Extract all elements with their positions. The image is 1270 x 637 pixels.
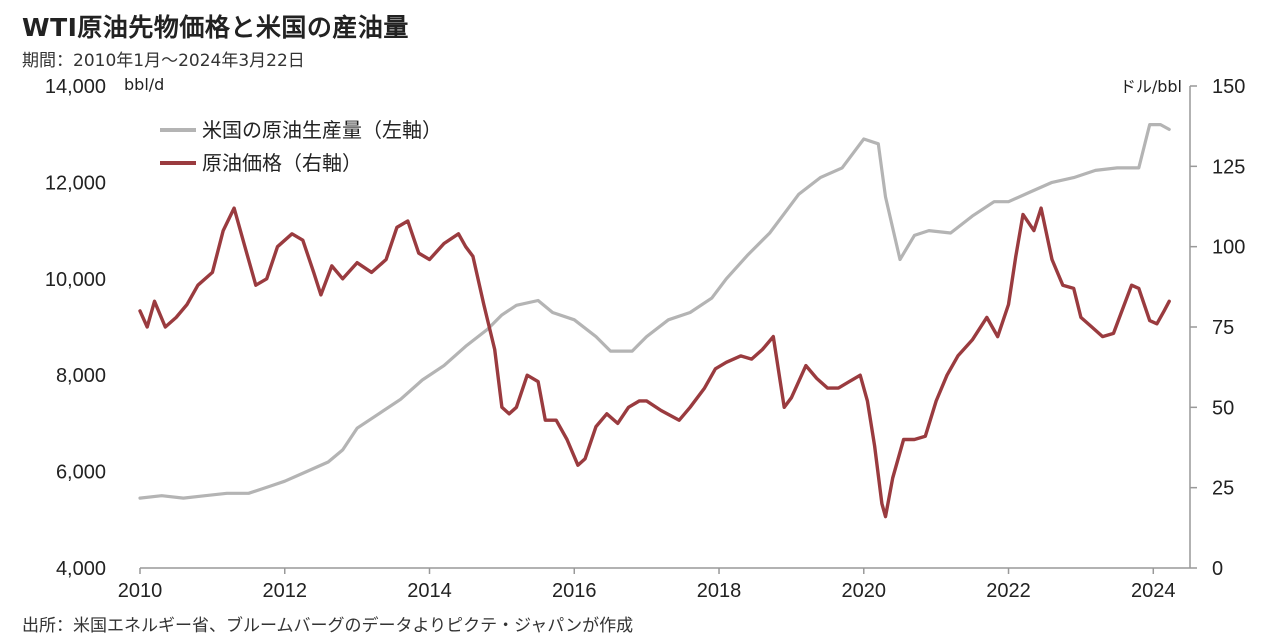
x-tick-label: 2016: [552, 580, 597, 602]
left-tick-label: 14,000: [45, 76, 106, 98]
x-tick-label: 2020: [842, 580, 887, 602]
left-tick-label: 8,000: [56, 365, 106, 387]
legend-label: 米国の原油生産量（左軸）: [202, 118, 442, 142]
chart-title: WTI原油先物価格と米国の産油量: [22, 13, 409, 42]
chart-period: 期間：2010年1月〜2024年3月22日: [22, 51, 305, 71]
price-line: [138, 206, 1171, 519]
right-tick-label: 125: [1212, 156, 1245, 178]
x-tick-label: 2024: [1131, 580, 1176, 602]
series-layer: [138, 122, 1171, 519]
right-tick-label: 25: [1212, 478, 1234, 500]
right-tick-label: 100: [1212, 237, 1245, 259]
right-axis: 0 25 50 75 100 125 150: [1189, 76, 1245, 580]
left-tick-label: 10,000: [45, 269, 106, 291]
right-tick-label: 0: [1212, 558, 1223, 580]
legend-label: 原油価格（右軸）: [202, 151, 362, 175]
right-axis-unit: ドル/bbl: [1120, 77, 1182, 96]
right-tick-label: 75: [1212, 317, 1234, 339]
chart-canvas: 4,000 6,000 8,000 10,000 12,000 14,000 0 25 50 7…: [45, 75, 1246, 602]
x-tick-label: 2018: [697, 580, 742, 602]
production-line: [138, 122, 1171, 500]
left-tick-label: 12,000: [45, 172, 106, 194]
source-note: 出所：米国エネルギー省、ブルームバーグのデータよりピクテ・ジャパンが作成: [22, 616, 634, 636]
right-tick-label: 150: [1212, 76, 1245, 98]
right-tick-label: 50: [1212, 397, 1234, 419]
x-axis: 2010 2012 2014 2016 2018 2020 2022 2024: [118, 567, 1190, 602]
x-tick-label: 2014: [407, 580, 452, 602]
left-tick-label: 4,000: [56, 558, 106, 580]
left-axis: 4,000 6,000 8,000 10,000 12,000 14,000: [45, 76, 106, 580]
x-tick-label: 2022: [986, 580, 1031, 602]
left-tick-label: 6,000: [56, 462, 106, 484]
x-tick-label: 2010: [118, 580, 163, 602]
x-tick-label: 2012: [263, 580, 308, 602]
left-axis-unit: bbl/d: [124, 75, 164, 94]
legend: 米国の原油生産量（左軸） 原油価格（右軸）: [160, 118, 442, 175]
